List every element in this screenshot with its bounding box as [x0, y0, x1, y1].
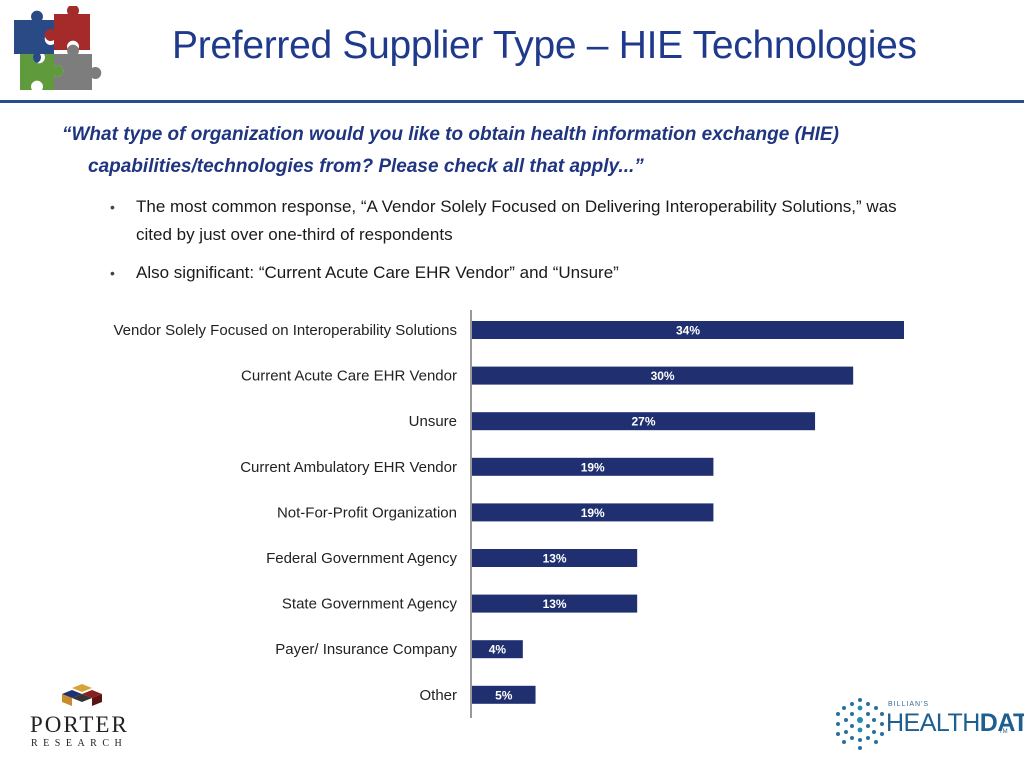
- dot-cube-icon: [836, 698, 884, 750]
- data-label: 34%: [676, 324, 700, 338]
- bullet-text: The most common response, “A Vendor Sole…: [136, 197, 897, 244]
- page-title: Preferred Supplier Type – HIE Technologi…: [172, 24, 917, 67]
- category-label: Payer/ Insurance Company: [275, 641, 457, 658]
- porter-cube-icon: [62, 684, 102, 706]
- healthdata-data: DATA: [979, 709, 1024, 737]
- bar: [472, 549, 638, 567]
- survey-question: “What type of organization would you lik…: [62, 124, 839, 177]
- category-label: Other: [419, 687, 457, 704]
- bar-chart: Vendor Solely Focused on Interoperabilit…: [113, 310, 904, 718]
- bar: [472, 640, 523, 659]
- data-label: 13%: [543, 597, 567, 611]
- title-divider: [0, 100, 1024, 103]
- bullet-item: • The most common response, “A Vendor So…: [110, 193, 910, 249]
- data-label: 19%: [581, 460, 605, 474]
- bar: [472, 503, 714, 522]
- data-label: 30%: [651, 369, 675, 383]
- category-label: Current Acute Care EHR Vendor: [241, 368, 457, 385]
- data-label: 27%: [632, 415, 656, 429]
- category-label: State Government Agency: [282, 596, 458, 613]
- category-label: Unsure: [409, 413, 457, 430]
- category-label: Current Ambulatory EHR Vendor: [240, 459, 457, 476]
- data-label: 19%: [581, 506, 605, 520]
- bar: [472, 685, 536, 704]
- porter-wordmark: PORTER: [30, 712, 129, 737]
- bar: [472, 594, 638, 613]
- data-label: 4%: [489, 643, 507, 657]
- bar: [472, 457, 714, 476]
- category-label: Vendor Solely Focused on Interoperabilit…: [113, 322, 457, 339]
- porter-research-logo: [62, 684, 102, 706]
- healthdata-wordmark: HEALTHDATA: [886, 709, 1024, 738]
- healthdata-trademark: TM: [999, 729, 1008, 735]
- bullet-item: • Also significant: “Current Acute Care …: [110, 259, 910, 287]
- category-label: Federal Government Agency: [266, 550, 457, 567]
- category-label: Not-For-Profit Organization: [277, 504, 457, 521]
- porter-subword: RESEARCH: [31, 738, 128, 749]
- data-label: 5%: [495, 688, 513, 702]
- bar: [472, 321, 904, 339]
- healthdata-brand-small: BILLIAN'S: [888, 701, 930, 708]
- bullet-list: • The most common response, “A Vendor So…: [110, 193, 910, 297]
- bar: [472, 366, 854, 385]
- bullet-icon: •: [110, 265, 115, 281]
- healthdata-health: HEALTH: [886, 709, 980, 737]
- bullet-icon: •: [110, 199, 115, 215]
- healthdata-logo: [836, 698, 884, 750]
- puzzle-piece-icon: [14, 6, 102, 90]
- bar: [472, 412, 816, 431]
- data-label: 13%: [543, 552, 567, 566]
- bullet-text: Also significant: “Current Acute Care EH…: [136, 263, 619, 282]
- puzzle-logo: [14, 6, 102, 90]
